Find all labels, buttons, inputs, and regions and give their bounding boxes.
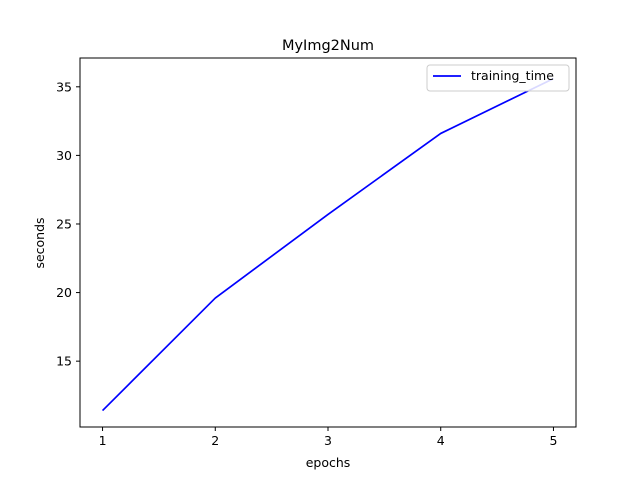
x-tick-label: 1 <box>99 433 107 448</box>
series-layer <box>101 77 554 412</box>
y-tick-label: 20 <box>56 285 72 300</box>
x-tick-label: 4 <box>437 433 445 448</box>
legend-box <box>426 64 570 92</box>
x-tick-label: 3 <box>324 433 332 448</box>
x-tick-label: 5 <box>549 433 557 448</box>
y-tick-label: 35 <box>56 79 72 94</box>
x-axis-ticks: 1 2 3 4 5 <box>99 427 557 448</box>
plot-frame <box>79 57 577 428</box>
y-axis-ticks: 15 20 25 30 35 <box>56 79 80 369</box>
legend: training_time <box>426 64 570 92</box>
chart-title: MyImg2Num <box>282 38 374 54</box>
y-tick-label: 30 <box>56 148 72 163</box>
y-axis-label: seconds <box>32 217 47 268</box>
y-tick-label: 25 <box>56 216 72 231</box>
legend-label-training-time: training_time <box>471 68 554 83</box>
x-tick-label: 2 <box>211 433 219 448</box>
x-axis-label: epochs <box>306 455 351 470</box>
y-tick-label: 15 <box>56 354 72 369</box>
